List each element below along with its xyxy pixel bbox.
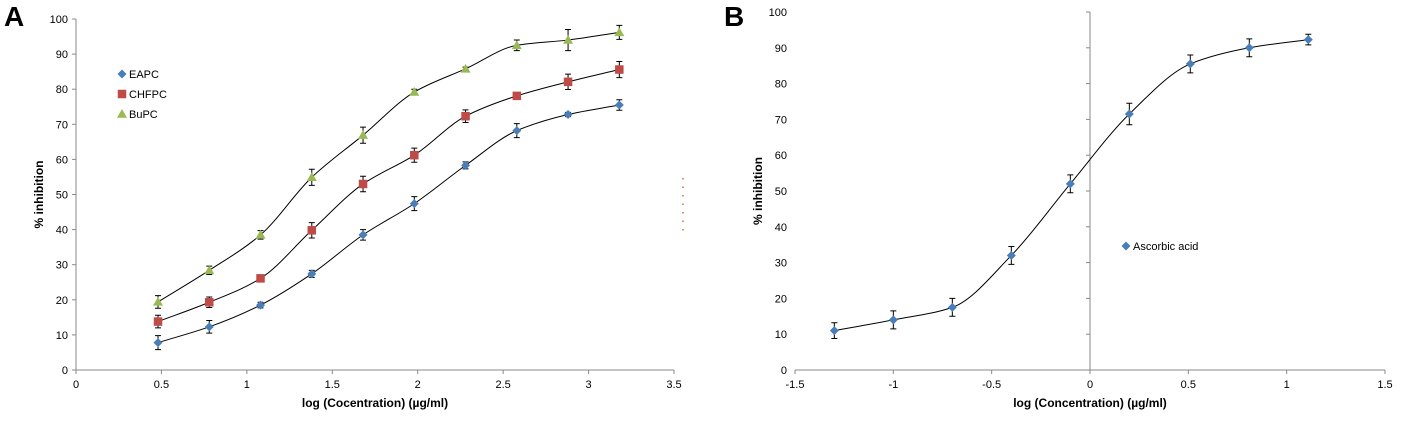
chart-a-x-tick-label: 3.5 (666, 379, 681, 391)
chart-a-point-eapc (461, 160, 471, 170)
chart-a-legend-marker-chfpc (117, 89, 127, 99)
chart-a-point-chfpc (512, 91, 522, 101)
chart-b-y-tick-label: 10 (775, 329, 787, 341)
chart-a-point-chfpc (307, 226, 317, 235)
chart-a-point-bupc (511, 40, 522, 50)
chart-b-x-tick-label: 0 (1087, 379, 1093, 391)
chart-a-point-chfpc (563, 77, 573, 87)
chart-a-y-tick-label: 80 (56, 84, 68, 96)
chart-b-y-tick-label: 0 (781, 365, 787, 377)
chart-a-point-chfpc (461, 111, 470, 121)
chart-b-point-ascorbic-acid (829, 326, 839, 336)
chart-a-y-tick-label: 60 (56, 154, 68, 166)
chart-a-point-eapc (563, 109, 573, 119)
chart-b-y-tick-label: 60 (775, 150, 787, 162)
chart-b-point-ascorbic-acid (1006, 250, 1016, 260)
chart-b: -1.5 -1 -0.5 0 0.5 1 1.5 0 10 20 30 40 50 60 70 80 90 100… (751, 7, 1393, 410)
chart-b-legend-marker-ascorbic-acid (1121, 241, 1131, 251)
chart-a-x-tick-label: 3 (586, 379, 592, 391)
chart-a-legend-label: CHFPC (129, 89, 167, 101)
chart-b-x-tick-label: 1 (1284, 379, 1290, 391)
chart-b-point-ascorbic-acid (1124, 109, 1134, 119)
chart-a-x-axis-title: log (Cocentration) (µg/ml) (302, 396, 448, 410)
chart-a-point-eapc (614, 100, 624, 110)
chart-a-y-tick-label: 10 (56, 330, 68, 342)
chart-a-x-tick-label: 2 (415, 379, 421, 391)
chart-b-y-tick-label: 90 (775, 43, 787, 55)
chart-a-y-tick-label: 30 (56, 260, 68, 272)
chart-a-point-bupc (563, 35, 574, 44)
chart-a-point-chfpc (153, 317, 163, 326)
chart-b-y-axis-title: % inhibition (751, 157, 765, 225)
chart-a-y-tick-label: 90 (56, 49, 68, 61)
chart-a-point-bupc (409, 87, 420, 96)
chart-a-point-eapc (307, 269, 317, 279)
chart-a-point-chfpc (410, 150, 419, 160)
chart-b-x-tick-label: -1.5 (786, 379, 805, 391)
chart-a-y-tick-label: 50 (56, 190, 68, 202)
panel-b-label: B (724, 1, 744, 32)
chart-a-fit-curve-chfpc (157, 69, 620, 323)
chart-a-point-eapc (409, 199, 419, 209)
chart-a-legend-label: BuPC (129, 109, 158, 121)
chart-a-x-tick-label: 1 (244, 379, 250, 391)
chart-b-point-ascorbic-acid (1065, 179, 1075, 189)
chart-b-x-tick-label: -0.5 (982, 379, 1001, 391)
chart-a-point-bupc (306, 172, 317, 182)
chart-a-y-tick-label: 100 (50, 14, 68, 26)
chart-a-point-eapc (204, 322, 214, 332)
chart-a-point-eapc (153, 338, 163, 348)
chart-a-point-chfpc (205, 298, 214, 307)
chart-a-legend-marker-bupc (117, 109, 127, 118)
chart-a-point-eapc (358, 230, 368, 240)
chart-a-point-eapc (256, 300, 266, 310)
chart-a-y-tick-label: 20 (56, 295, 68, 307)
chart-a-y-tick-label: 70 (56, 119, 68, 131)
chart-a-y-axis-title: % inhibition (32, 161, 46, 229)
chart-b-legend-label: Ascorbic acid (1133, 241, 1198, 253)
chart-b-y-tick-label: 100 (769, 7, 787, 19)
chart-b-point-ascorbic-acid (1303, 35, 1313, 45)
chart-b-y-tick-label: 80 (775, 79, 787, 91)
chart-a-fit-curve-eapc (157, 104, 620, 344)
chart-b-point-ascorbic-acid (947, 302, 957, 312)
chart-a-legend-label: EAPC (129, 69, 159, 81)
chart-b-y-tick-label: 50 (775, 186, 787, 198)
chart-b-y-tick-label: 70 (775, 114, 787, 126)
chart-a-x-tick-label: 0.5 (154, 379, 169, 391)
chart-a: 0 0.5 1 1.5 2 2.5 3 3.5 0 10 20 30 40 50 60 70 80 90 100 lo… (32, 14, 684, 410)
chart-b-y-tick-label: 20 (775, 293, 787, 305)
chart-a-point-bupc (204, 265, 215, 275)
chart-b-x-tick-label: -1 (888, 379, 898, 391)
chart-a-point-eapc (512, 126, 522, 136)
chart-a-point-bupc (614, 27, 625, 37)
chart-a-point-bupc (255, 229, 266, 239)
chart-b-point-ascorbic-acid (1244, 43, 1254, 53)
chart-a-x-tick-label: 2.5 (495, 379, 510, 391)
panel-a-label: A (4, 1, 24, 32)
chart-a-y-tick-label: 0 (62, 365, 68, 377)
chart-a-point-chfpc (615, 65, 624, 74)
chart-a-point-bupc (358, 130, 369, 139)
chart-b-y-tick-label: 40 (775, 222, 787, 234)
chart-a-legend-marker-eapc (117, 69, 127, 79)
chart-b-point-ascorbic-acid (1185, 59, 1195, 69)
chart-a-point-chfpc (358, 179, 368, 189)
chart-a-point-bupc (460, 63, 471, 73)
chart-a-x-tick-label: 1.5 (325, 379, 340, 391)
chart-b-y-tick-label: 30 (775, 258, 787, 270)
chart-a-point-bupc (153, 296, 164, 306)
chart-b-x-tick-label: 0.5 (1181, 379, 1196, 391)
chart-a-x-tick-label: 0 (73, 379, 79, 391)
chart-b-x-axis-title: log (Concentration) (µg/ml) (1013, 396, 1167, 410)
chart-a-fit-curve-bupc (157, 31, 620, 303)
chart-a-point-chfpc (256, 274, 265, 283)
chart-b-point-ascorbic-acid (888, 315, 898, 325)
chart-a-y-tick-label: 40 (56, 225, 68, 237)
chart-b-x-tick-label: 1.5 (1377, 379, 1392, 391)
